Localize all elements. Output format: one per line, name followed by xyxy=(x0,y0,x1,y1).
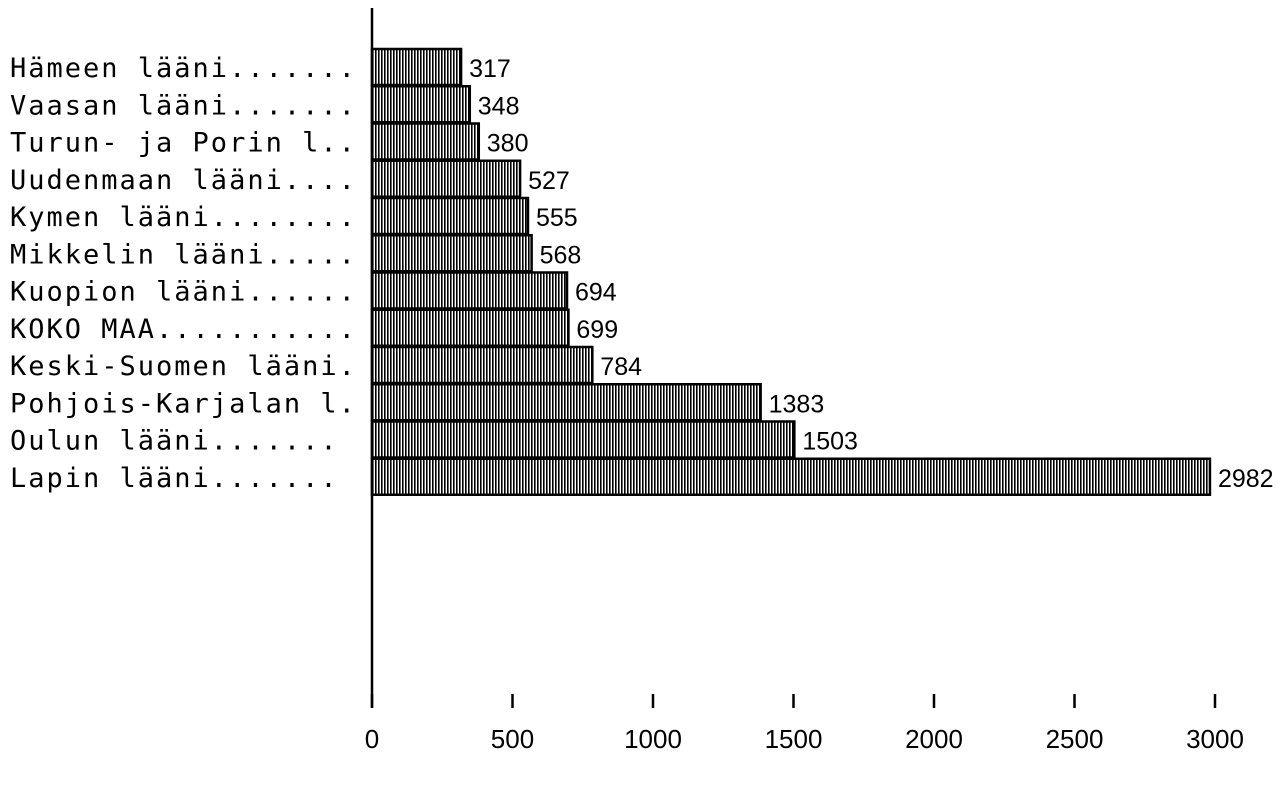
value-label: 699 xyxy=(576,316,618,344)
value-label: 1383 xyxy=(769,390,825,418)
x-tick-label: 500 xyxy=(491,724,534,754)
x-tick-label: 0 xyxy=(365,724,379,754)
bar xyxy=(370,122,481,161)
category-label: Pohjois-Karjalan l. xyxy=(10,388,357,419)
value-label: 348 xyxy=(478,92,520,120)
bars-layer xyxy=(370,47,1212,496)
category-label: Vaasan lääni....... xyxy=(10,90,357,121)
value-labels: 317 348 380 527 555 568 694 699 784 1383 1503 2982 xyxy=(469,55,1273,493)
value-label: 568 xyxy=(540,241,582,269)
value-label: 2982 xyxy=(1218,465,1274,493)
value-label: 317 xyxy=(469,55,511,83)
x-tick-label: 1500 xyxy=(765,724,823,754)
category-label: Hämeen lääni....... xyxy=(10,53,357,84)
value-label: 784 xyxy=(600,353,642,381)
category-label: Lapin lääni....... xyxy=(10,463,339,494)
value-label: 527 xyxy=(528,167,570,195)
category-label: Oulun lääni....... xyxy=(10,426,339,457)
bar xyxy=(370,345,594,385)
bar xyxy=(370,457,1212,496)
value-label: 380 xyxy=(487,130,529,158)
x-tick-label: 3000 xyxy=(1186,724,1244,754)
x-tick-label: 2000 xyxy=(905,724,963,754)
bar xyxy=(370,159,522,198)
value-label: 1503 xyxy=(802,428,858,456)
bar xyxy=(370,420,796,459)
x-tick-label: 2500 xyxy=(1046,724,1104,754)
category-labels: Hämeen lääni....... Vaasan lääni....... Tu… xyxy=(10,53,357,494)
bar xyxy=(370,308,570,347)
category-label: KOKO MAA........... xyxy=(10,314,357,345)
x-tick-label: 1000 xyxy=(624,724,682,754)
axes: 0 500 1000 1500 2000 2500 3000 xyxy=(365,8,1244,754)
category-label: Uudenmaan lääni.... xyxy=(10,165,357,196)
category-label: Kuopion lääni...... xyxy=(10,277,357,308)
value-label: 694 xyxy=(575,279,617,307)
bar xyxy=(370,234,533,273)
category-label: Kymen lääni........ xyxy=(10,202,357,233)
bar xyxy=(370,196,530,236)
category-label: Mikkelin lääni..... xyxy=(10,239,357,270)
bar xyxy=(370,383,762,422)
category-label: Keski-Suomen lääni. xyxy=(10,351,357,382)
bar xyxy=(370,271,569,310)
category-label: Turun- ja Porin l.. xyxy=(10,128,357,159)
bar xyxy=(370,85,472,124)
value-label: 555 xyxy=(536,204,578,232)
bar xyxy=(370,47,463,87)
